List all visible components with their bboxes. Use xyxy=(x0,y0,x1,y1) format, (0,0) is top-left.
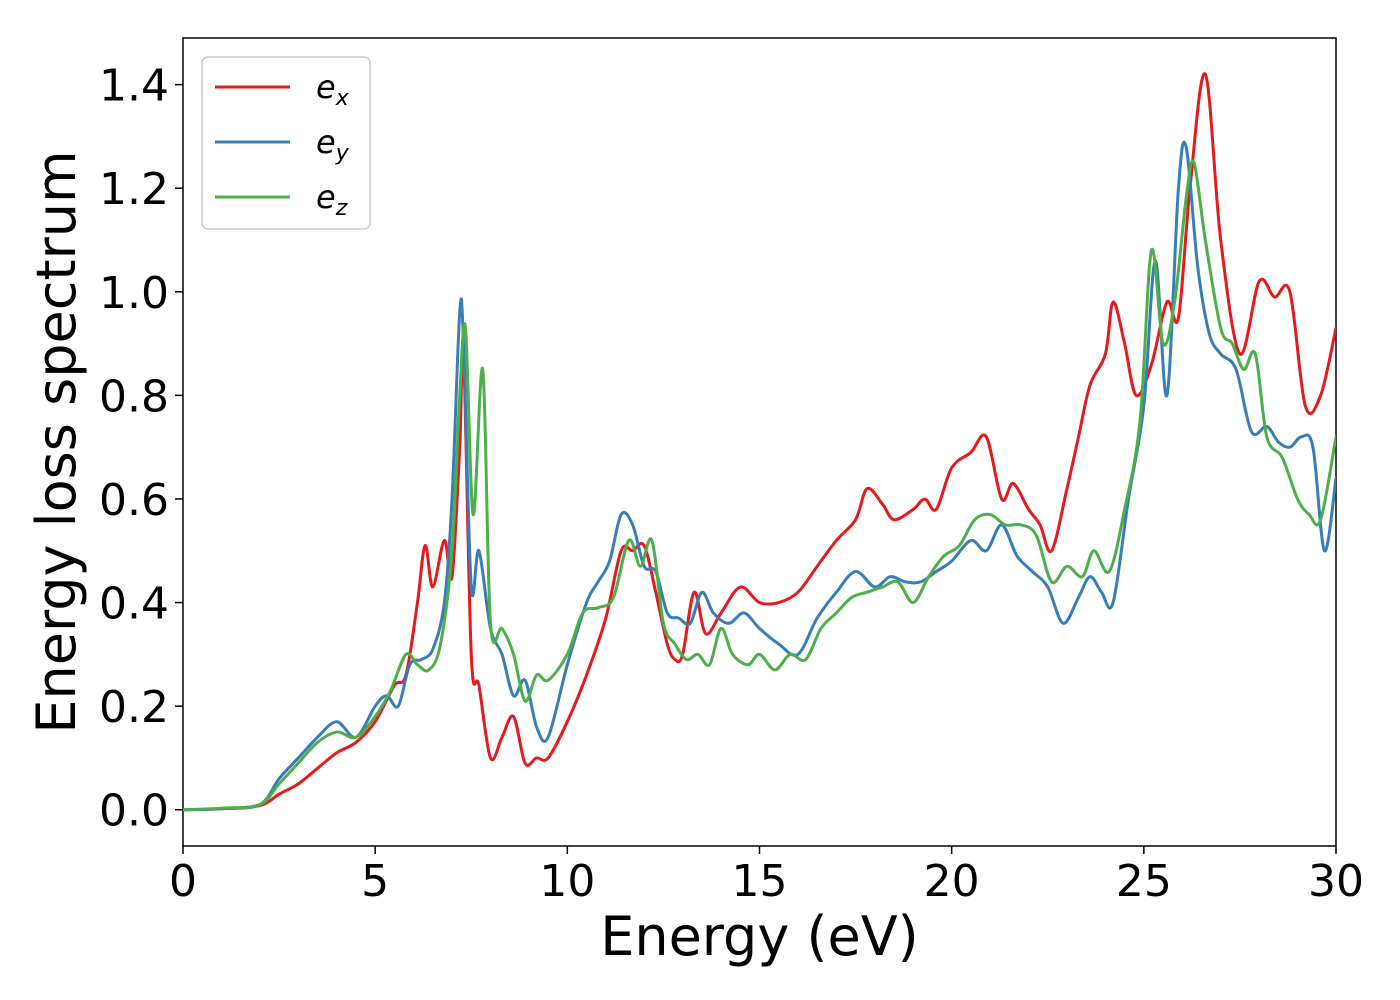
y-tick-label: 1.2 xyxy=(99,164,169,215)
y-tick-label: 0.4 xyxy=(99,579,169,630)
y-tick-label: 1.4 xyxy=(99,61,169,112)
legend-label: ex xyxy=(316,68,350,111)
x-tick-label: 0 xyxy=(169,856,197,907)
y-axis-ticks: 0.0 0.2 0.4 0.6 0.8 1.0 1.2 1.4 xyxy=(99,61,183,837)
legend: ex ey ez xyxy=(201,56,371,230)
y-tick-label: 0.2 xyxy=(99,682,169,733)
x-axis-ticks: 0 5 10 15 20 25 30 xyxy=(169,846,1364,907)
x-tick-label: 30 xyxy=(1308,856,1364,907)
x-tick-label: 15 xyxy=(732,856,788,907)
series-line-ez xyxy=(183,159,1336,812)
x-tick-label: 25 xyxy=(1116,856,1172,907)
y-tick-label: 0.0 xyxy=(99,786,169,837)
legend-items: ex ey ez xyxy=(215,68,350,221)
y-tick-label: 0.6 xyxy=(99,475,169,526)
legend-label: ey xyxy=(316,123,350,166)
y-tick-label: 1.0 xyxy=(99,268,169,319)
series-lines xyxy=(183,72,1336,812)
x-axis-label: Energy (eV) xyxy=(600,905,919,968)
series-line-ey xyxy=(183,140,1336,812)
x-tick-label: 5 xyxy=(361,856,389,907)
series-line-ex xyxy=(183,72,1336,812)
y-axis-label: Energy loss spectrum xyxy=(25,150,88,733)
x-tick-label: 20 xyxy=(924,856,980,907)
y-tick-label: 0.8 xyxy=(99,371,169,422)
x-tick-label: 10 xyxy=(539,856,595,907)
plot-area xyxy=(182,37,1337,847)
legend-label: ez xyxy=(316,178,348,221)
